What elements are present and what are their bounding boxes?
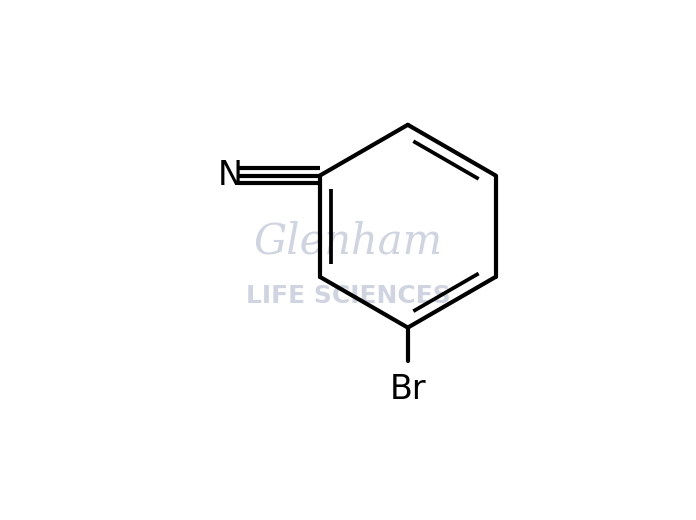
Text: Glenham: Glenham xyxy=(253,221,443,263)
Text: LIFE SCIENCES: LIFE SCIENCES xyxy=(246,284,450,308)
Text: N: N xyxy=(218,159,242,192)
Text: Br: Br xyxy=(390,373,426,406)
